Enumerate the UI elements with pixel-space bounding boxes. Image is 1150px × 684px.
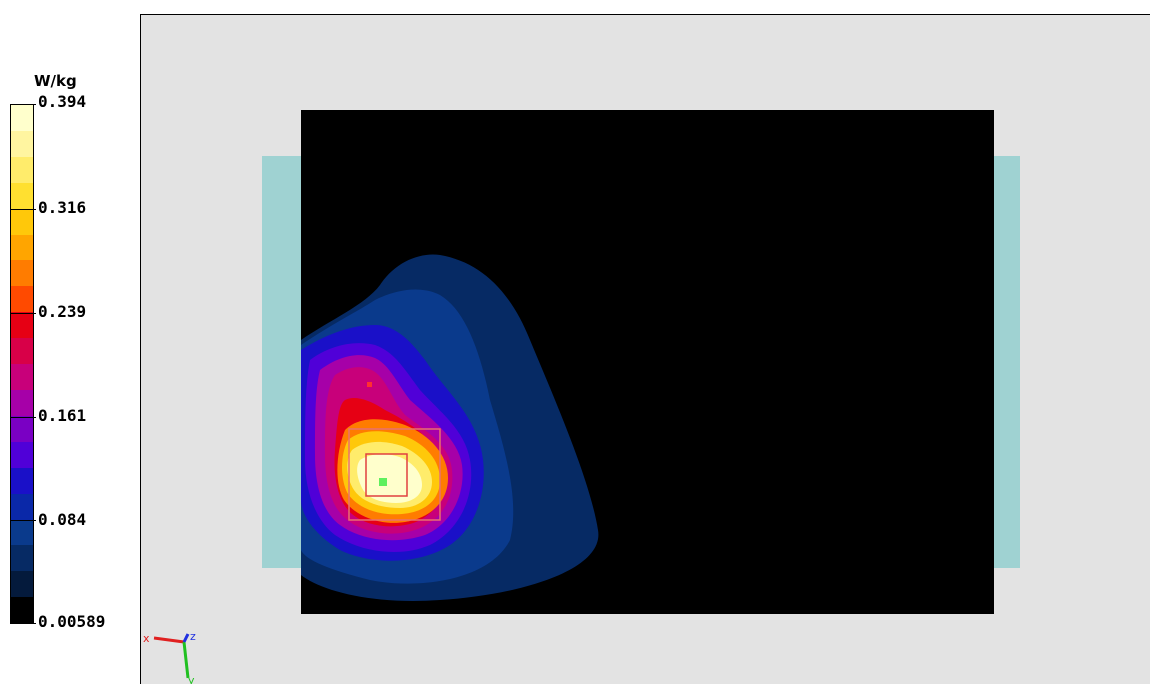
colorbar-segment	[11, 234, 33, 261]
secondary-peak-marker	[367, 382, 372, 387]
legend-label-max: 0.394	[38, 92, 87, 111]
x-axis-line	[153, 636, 185, 644]
x-axis-label: x	[143, 632, 150, 645]
colorbar-segment	[11, 260, 33, 287]
legend-label-min: 0.00589	[38, 612, 106, 631]
color-legend: W/kg 0.394 0.316 0.239 0.161 0.084 0.005…	[0, 0, 140, 684]
colorbar-segment	[11, 182, 33, 209]
colorbar-segment	[11, 105, 33, 131]
peak-marker	[379, 478, 387, 486]
colorbar-segment	[11, 467, 33, 494]
legend-tick	[10, 417, 36, 418]
colorbar-segment	[11, 130, 33, 157]
colorbar-segment	[11, 545, 33, 572]
colorbar-segment	[11, 441, 33, 468]
colorbar-segment	[11, 156, 33, 183]
legend-tick	[10, 520, 36, 521]
zoom-scan-outer-box	[348, 428, 441, 521]
contour-peak	[357, 454, 422, 503]
colorbar-segment	[11, 571, 33, 598]
legend-tick	[10, 313, 36, 314]
axis-triad: x y z	[143, 630, 196, 684]
colorbar	[10, 104, 34, 624]
legend-tick	[10, 104, 36, 105]
phantom-left-edge	[262, 156, 302, 568]
legend-label: 0.239	[38, 302, 87, 321]
colorbar-segment	[11, 286, 33, 313]
y-axis-label: y	[188, 674, 195, 684]
legend-label: 0.084	[38, 510, 87, 529]
phantom-right-edge	[994, 156, 1020, 568]
zoom-scan-inner-box	[365, 453, 408, 497]
legend-label: 0.316	[38, 198, 87, 217]
colorbar-segment	[11, 312, 33, 339]
colorbar-segment	[11, 415, 33, 442]
colorbar-segment	[11, 519, 33, 546]
sar-contours	[301, 254, 599, 601]
colorbar-segment	[11, 338, 33, 365]
colorbar-segment	[11, 493, 33, 520]
legend-tick	[10, 623, 36, 624]
legend-unit: W/kg	[34, 72, 77, 90]
colorbar-segment	[11, 208, 33, 235]
legend-tick	[10, 209, 36, 210]
y-axis-line	[182, 641, 190, 679]
colorbar-segment	[11, 364, 33, 390]
z-axis-label: z	[190, 630, 196, 643]
legend-label: 0.161	[38, 406, 87, 425]
z-axis-line	[182, 633, 190, 643]
colorbar-segment	[11, 597, 33, 624]
colorbar-segment	[11, 389, 33, 416]
